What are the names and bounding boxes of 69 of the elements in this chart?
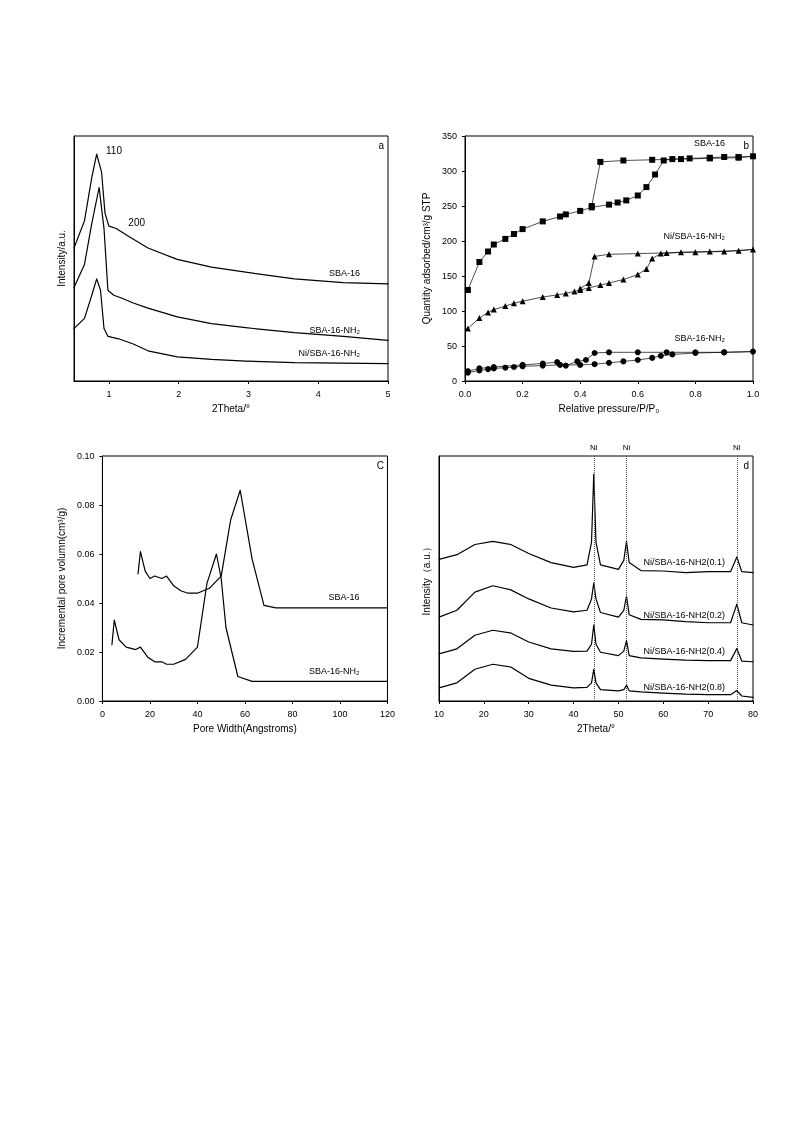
y-axis-title: Intensity/a.u. xyxy=(55,230,67,287)
y-tick-label: 0.08 xyxy=(76,500,95,510)
x-tick-label: 1 xyxy=(106,388,112,399)
x-tick-label: 120 xyxy=(379,708,396,719)
y-axis-title: Incremental pore volumn(cm³/g) xyxy=(55,507,67,650)
series-label: Ni/SBA-16-NH2(0.8) xyxy=(643,681,725,692)
x-tick-label: 0.0 xyxy=(458,388,472,399)
y-tick-label: 200 xyxy=(441,236,457,246)
x-tick-label: 30 xyxy=(523,708,534,719)
series-label: Ni/SBA-16-NH₂ xyxy=(298,348,361,359)
y-tick-label: 300 xyxy=(441,166,457,176)
y-tick-label: 50 xyxy=(446,341,457,351)
series-label: Ni/SBA-16-NH2(0.1) xyxy=(643,557,725,568)
series-label: SBA-16-NH₂ xyxy=(674,333,726,344)
annotation: 200 xyxy=(128,217,146,229)
y-tick-label: 0.04 xyxy=(76,598,95,608)
x-tick-label: 1.0 xyxy=(746,388,760,399)
x-tick-label: 50 xyxy=(613,708,624,719)
text: d xyxy=(743,459,749,471)
series-label: Ni/SBA-16-NH2(0.4) xyxy=(643,646,725,657)
x-tick-label: 0.6 xyxy=(631,388,645,399)
x-tick-label: 60 xyxy=(239,708,250,719)
x-axis-title: Pore Width(Angstroms) xyxy=(192,722,297,734)
ref-line-label: Ni xyxy=(589,442,598,452)
x-axis-title: Relative pressure/P/P₀ xyxy=(558,402,660,414)
series-label: SBA-16-NH₂ xyxy=(309,324,361,335)
x-axis-title: 2Theta/° xyxy=(212,402,250,414)
series-label: SBA-16 xyxy=(328,268,360,279)
x-tick-label: 0.2 xyxy=(516,388,529,399)
x-tick-label: 60 xyxy=(658,708,669,719)
y-tick-label: 100 xyxy=(441,306,457,316)
annotation: 110 xyxy=(106,144,123,156)
ref-line-label: Ni xyxy=(733,442,741,452)
y-tick-label: 0.00 xyxy=(76,696,95,706)
x-tick-label: 40 xyxy=(192,708,203,719)
text: a xyxy=(378,139,385,151)
x-tick-label: 0.4 xyxy=(573,388,587,399)
x-axis-title: 2Theta/° xyxy=(577,722,615,734)
x-tick-label: 80 xyxy=(747,708,759,719)
x-tick-label: 70 xyxy=(703,708,714,719)
x-tick-label: 5 xyxy=(385,388,391,399)
x-tick-label: 100 xyxy=(332,708,348,719)
series-label: Ni/SBA-16-NH2(0.2) xyxy=(643,609,725,620)
series-label: SBA-16 xyxy=(693,137,725,148)
annotation: C xyxy=(376,459,385,471)
x-tick-label: 4 xyxy=(315,388,321,399)
x-tick-label: 80 xyxy=(287,708,298,719)
x-tick-label: 3 xyxy=(245,388,251,399)
y-tick-label: 0 xyxy=(451,376,457,386)
x-tick-label: 40 xyxy=(568,708,579,719)
series-label: Ni/SBA-16-NH₂ xyxy=(663,230,726,241)
x-tick-label: 2 xyxy=(176,388,182,399)
x-tick-label: 20 xyxy=(144,708,155,719)
series-label: SBA-16-NH₂ xyxy=(308,665,360,676)
y-axis-title: Quantity adsorbed/cm³/g STP xyxy=(420,192,432,325)
y-tick-label: 250 xyxy=(441,201,457,211)
y-tick-label: 0.02 xyxy=(76,647,95,657)
y-axis-title: Intensity（a.u.） xyxy=(420,541,432,616)
y-tick-label: 0.10 xyxy=(76,451,95,461)
ref-line-label: Ni xyxy=(622,442,631,452)
series-label: SBA-16 xyxy=(328,592,360,603)
y-tick-label: 350 xyxy=(441,131,457,141)
y-tick-label: 0.06 xyxy=(76,549,95,559)
x-tick-label: 0 xyxy=(99,708,105,719)
annotation: b xyxy=(743,139,750,151)
x-tick-label: 10 xyxy=(433,708,445,719)
x-tick-label: 20 xyxy=(478,708,489,719)
x-tick-label: 0.8 xyxy=(689,388,702,399)
y-tick-label: 150 xyxy=(441,271,457,281)
